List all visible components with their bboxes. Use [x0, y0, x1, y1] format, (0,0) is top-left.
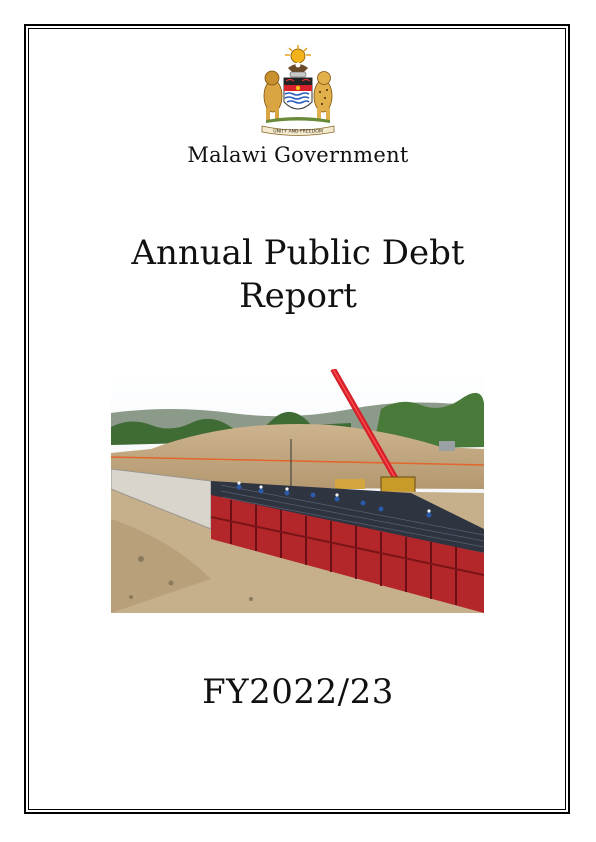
sun-crest [285, 45, 311, 64]
report-title-line-1: Annual Public Debt [131, 233, 465, 273]
svg-text:UNITY AND FREEDOM: UNITY AND FREEDOM [273, 129, 323, 135]
eagle-shape [288, 64, 308, 72]
shield-shape [283, 77, 313, 110]
page-border-inner [28, 28, 566, 810]
motto-scroll: UNITY AND FREEDOM [261, 125, 335, 136]
coat-of-arms-icon: UNITY AND FREEDOM [261, 45, 335, 136]
issuer-name: Malawi Government [187, 143, 409, 167]
report-title: Annual Public Debt Report [0, 232, 596, 318]
leopard-supporter [313, 71, 333, 120]
fiscal-year: FY2022/23 [202, 672, 394, 712]
page-border-outer [24, 24, 570, 814]
report-title-line-2: Report [239, 276, 357, 316]
lion-supporter [263, 70, 283, 120]
construction-site-photo [111, 369, 484, 613]
